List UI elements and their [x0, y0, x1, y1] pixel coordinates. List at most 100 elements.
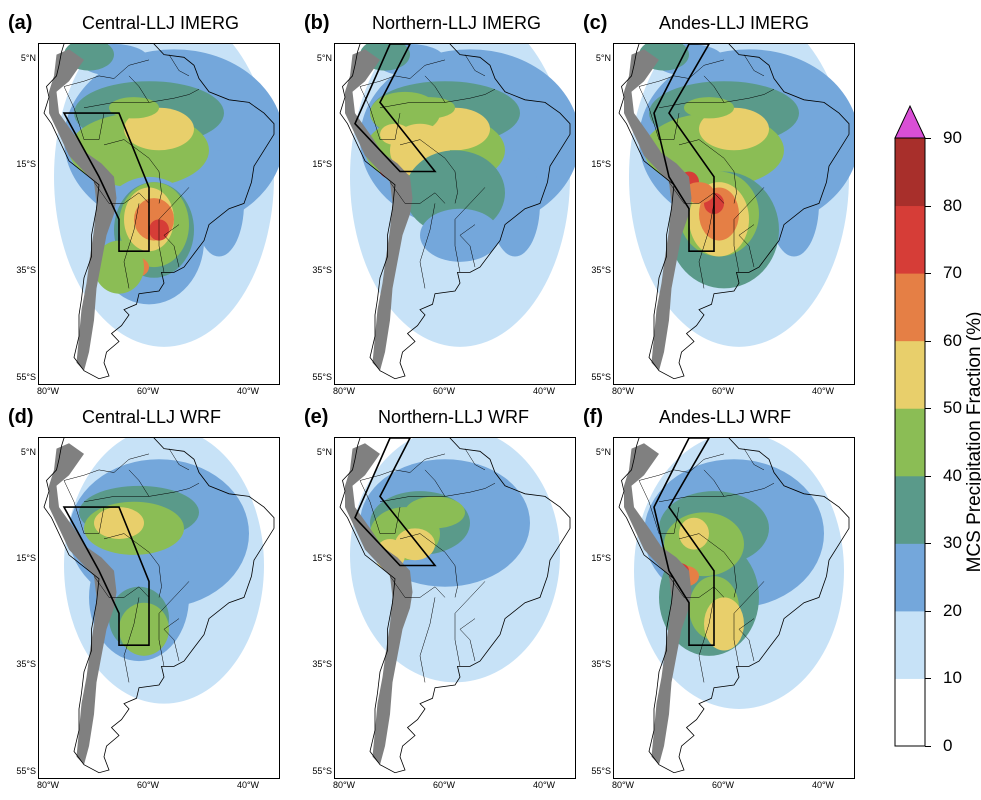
map-panel: [334, 43, 576, 385]
border-line: [638, 453, 725, 534]
colorbar-label: MCS Precipitation Fraction (%): [964, 311, 981, 573]
latitude-label: 15°S: [16, 553, 36, 564]
panel-title: Andes-LLJ IMERG: [659, 13, 810, 33]
border-line: [93, 181, 150, 204]
border-line: [668, 575, 725, 598]
border-line: [389, 575, 446, 598]
colorbar-tick-mark: [925, 475, 931, 477]
border-line: [103, 533, 162, 598]
llj-region-box: [653, 438, 715, 646]
border-line: [359, 453, 446, 534]
latitude-label: 35°S: [591, 659, 611, 670]
latitude-label: 55°S: [312, 371, 332, 382]
border-line: [658, 482, 775, 503]
border-line: [389, 181, 446, 204]
border-line: [163, 618, 180, 662]
panel-title: Northern-LLJ WRF: [378, 407, 530, 427]
border-line: [678, 533, 737, 598]
border-line: [83, 482, 200, 503]
colorbar-tick-mark: [925, 746, 931, 747]
colorbar-tick-label: 0: [943, 736, 953, 755]
llj-region-box: [354, 44, 437, 173]
longitude-label: 40°W: [811, 386, 835, 396]
latitude-label: 5°N: [20, 446, 36, 457]
mcs-fraction-region: [679, 517, 709, 550]
border-line: [158, 187, 190, 273]
andes-terrain: [624, 443, 692, 765]
latitude-label: 55°S: [312, 765, 332, 776]
map-panel: [613, 437, 855, 779]
longitude-label: 60°W: [711, 386, 735, 396]
colorbar-segment: [895, 138, 925, 207]
colorbar-tick-mark: [925, 543, 931, 545]
colorbar-tick-mark: [925, 610, 931, 612]
longitude-label: 60°W: [711, 780, 735, 790]
andes-terrain: [345, 443, 413, 765]
panel-letter: (d): [8, 406, 34, 428]
colorbar-segment: [895, 273, 925, 342]
border-line: [93, 575, 150, 598]
border-line: [424, 469, 446, 497]
panel-title: Central-LLJ IMERG: [82, 13, 240, 33]
colorbar-tick-mark: [925, 678, 931, 680]
longitude-label: 80°W: [332, 780, 356, 790]
coastline: [43, 438, 275, 774]
border-line: [158, 581, 190, 667]
border-line: [103, 139, 162, 204]
longitude-label: 40°W: [811, 780, 835, 790]
colorbar-segment: [895, 408, 925, 477]
latitude-label: 15°S: [312, 159, 332, 170]
panel-letter: (c): [583, 12, 608, 34]
mcs-fraction-region: [684, 97, 734, 119]
latitude-label: 35°S: [312, 265, 332, 276]
colorbar-segment: [895, 205, 925, 274]
border-line: [454, 581, 486, 667]
border-line: [658, 88, 775, 109]
border-line: [678, 139, 737, 204]
mcs-fraction-region: [94, 240, 144, 294]
colorbar-tick-mark: [925, 205, 931, 207]
longitude-label: 80°W: [36, 780, 60, 790]
panel-letter: (a): [8, 12, 33, 34]
border-line: [123, 203, 140, 289]
longitude-label: 40°W: [236, 780, 260, 790]
mcs-fraction-region: [704, 597, 744, 651]
mcs-fraction-region: [405, 496, 465, 529]
colorbar-segment: [895, 610, 925, 679]
map-svg: [618, 438, 850, 774]
border-line: [698, 597, 715, 683]
mcs-fraction-region: [119, 602, 169, 656]
longitude-label: 60°W: [432, 780, 456, 790]
coastline: [43, 44, 275, 380]
latitude-label: 5°N: [316, 52, 332, 63]
colorbar-extend-arrow: [894, 104, 926, 139]
llj-region-box: [653, 44, 715, 252]
border-line: [399, 139, 458, 204]
border-line: [168, 54, 190, 77]
colorbar-tick-mark: [925, 408, 931, 410]
map-panel: [38, 437, 280, 779]
border-line: [168, 448, 190, 471]
andes-terrain: [345, 49, 413, 371]
border-line: [698, 203, 715, 289]
colorbar-tick-mark: [925, 138, 931, 139]
border-line: [638, 59, 725, 140]
panel-title: Northern-LLJ IMERG: [372, 13, 542, 33]
latitude-label: 15°S: [591, 159, 611, 170]
border-line: [419, 597, 436, 683]
map-svg: [339, 44, 575, 380]
colorbar-tick-label: 80: [943, 195, 962, 215]
colorbar-tick-label: 20: [943, 600, 962, 620]
mcs-fraction-region: [124, 107, 194, 151]
colorbar-tick-label: 50: [943, 398, 962, 418]
colorbar-tick-label: 30: [943, 533, 962, 553]
llj-region-box: [354, 438, 437, 567]
panel-letter: (f): [583, 406, 603, 428]
colorbar-segment: [895, 678, 925, 747]
border-line: [668, 181, 725, 204]
border-line: [738, 618, 755, 662]
andes-terrain: [49, 49, 117, 371]
border-line: [454, 187, 486, 273]
latitude-label: 35°S: [16, 265, 36, 276]
panel-letter: (b): [304, 12, 330, 34]
